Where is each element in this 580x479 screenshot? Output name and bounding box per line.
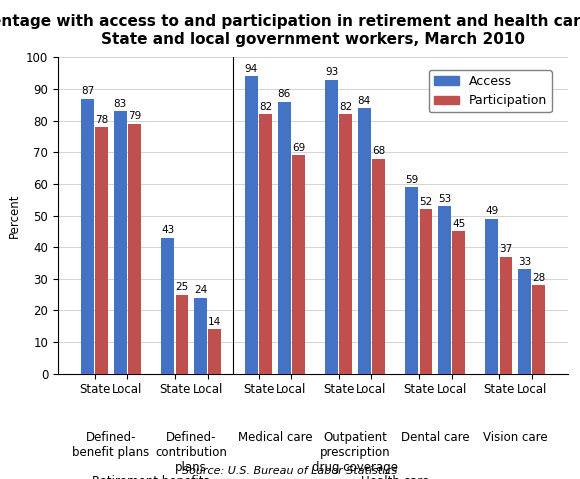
Text: 69: 69 (292, 143, 305, 153)
Bar (325, 80, 338, 374)
Bar (259, 114, 272, 374)
Bar (208, 330, 221, 374)
Text: 52: 52 (419, 197, 433, 207)
Text: Health care: Health care (361, 475, 429, 479)
Bar (95, 127, 108, 374)
Bar (81, 99, 94, 374)
Text: 79: 79 (128, 111, 141, 121)
Bar (500, 257, 512, 374)
Bar (372, 159, 385, 374)
Bar (339, 114, 352, 374)
Bar (485, 219, 498, 374)
Text: Defined-
benefit plans: Defined- benefit plans (72, 431, 150, 458)
Text: 37: 37 (499, 244, 513, 254)
Text: 84: 84 (358, 95, 371, 105)
Text: 45: 45 (452, 219, 465, 229)
Bar (419, 209, 432, 374)
Text: 59: 59 (405, 174, 418, 184)
Bar (176, 295, 189, 374)
Text: Dental care: Dental care (401, 431, 470, 444)
Text: 87: 87 (81, 86, 94, 96)
Bar (358, 108, 371, 374)
Text: 53: 53 (438, 194, 451, 204)
Bar (161, 238, 174, 374)
Text: 49: 49 (485, 206, 498, 216)
Text: 83: 83 (114, 99, 127, 109)
Bar (452, 231, 465, 374)
Bar (278, 102, 291, 374)
Text: 68: 68 (372, 146, 385, 156)
Text: 25: 25 (175, 282, 188, 292)
Text: 78: 78 (95, 114, 108, 125)
Text: 86: 86 (278, 89, 291, 99)
Bar (128, 124, 141, 374)
Text: 93: 93 (325, 67, 338, 77)
Text: Medical care: Medical care (238, 431, 312, 444)
Bar (532, 285, 545, 374)
Text: Outpatient
prescription
drug coverage: Outpatient prescription drug coverage (312, 431, 398, 474)
Text: 14: 14 (208, 317, 222, 327)
Bar (194, 298, 207, 374)
Text: Vision care: Vision care (483, 431, 548, 444)
Text: 43: 43 (161, 225, 175, 235)
Bar (292, 156, 305, 374)
Bar (438, 206, 451, 374)
Text: 82: 82 (259, 102, 272, 112)
Bar (114, 111, 126, 374)
Bar (405, 187, 418, 374)
Text: Defined-
contribution
plans: Defined- contribution plans (155, 431, 227, 474)
Bar (245, 77, 258, 374)
Text: Source: U.S. Bureau of Labor Statistics: Source: U.S. Bureau of Labor Statistics (182, 466, 398, 476)
Y-axis label: Percent: Percent (8, 194, 20, 238)
Text: 24: 24 (194, 285, 207, 295)
Text: 94: 94 (245, 64, 258, 74)
Text: 28: 28 (532, 273, 545, 283)
Text: Retirement benefits: Retirement benefits (92, 475, 210, 479)
Title: Percentage with access to and participation in retirement and health care benefi: Percentage with access to and participat… (0, 14, 580, 46)
Text: 33: 33 (518, 257, 531, 267)
Bar (519, 269, 531, 374)
Text: 82: 82 (339, 102, 353, 112)
Legend: Access, Participation: Access, Participation (429, 70, 552, 112)
